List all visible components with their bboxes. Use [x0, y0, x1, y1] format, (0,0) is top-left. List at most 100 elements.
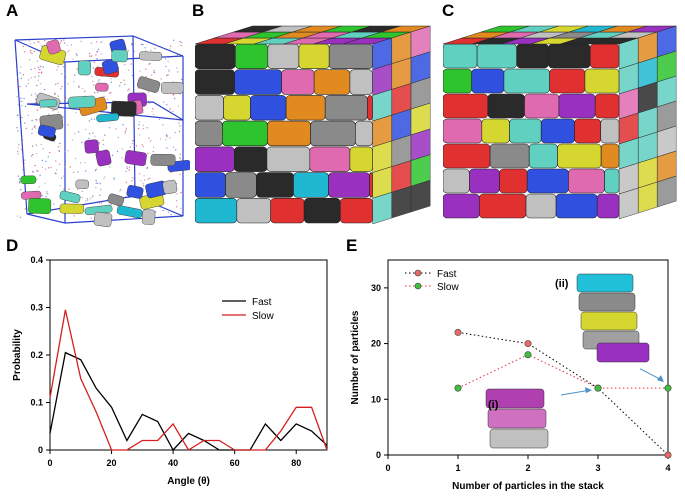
particle-block [528, 143, 558, 169]
solvent-dot [57, 82, 59, 85]
solvent-dot [88, 133, 91, 135]
particle-block [59, 190, 81, 204]
solvent-dot [153, 146, 155, 148]
solvent-dot [146, 127, 148, 129]
solvent-dot [59, 184, 61, 187]
stack-render-ii [576, 273, 640, 350]
solvent-dot [30, 68, 32, 71]
particle-block [524, 93, 560, 119]
solvent-dot [31, 119, 33, 122]
solvent-dot [148, 102, 151, 105]
particle-block [489, 143, 530, 169]
solvent-dot [16, 127, 18, 129]
stack-render-ii-bottom [596, 342, 650, 363]
solvent-dot [144, 47, 146, 49]
solvent-dot [82, 88, 84, 90]
series-line-fast [49, 351, 328, 452]
solvent-dot [34, 67, 36, 70]
particle-block [96, 112, 120, 123]
particle-block [293, 172, 329, 198]
particle-block [349, 146, 373, 172]
particle-block [526, 168, 569, 194]
solvent-dot [34, 125, 36, 127]
solvent-dot [20, 188, 22, 191]
solvent-dot [93, 91, 96, 94]
legend-swatch-marker-fast [414, 269, 422, 277]
solvent-dot [58, 163, 61, 165]
solvent-dot [88, 52, 91, 55]
chart-e-x-tick-label: 3 [595, 463, 600, 473]
solvent-dot [38, 186, 40, 188]
solvent-dot [39, 68, 41, 71]
particle-block [107, 193, 125, 207]
panel-letter-d: D [6, 236, 19, 255]
solvent-dot [165, 65, 167, 68]
solvent-dot [90, 118, 93, 120]
chart-d-x-tick-label: 0 [47, 458, 52, 468]
solvent-dot [27, 82, 29, 85]
solvent-dot [41, 166, 44, 168]
chart-e-x-tick-label: 0 [385, 463, 390, 473]
solvent-dot [125, 170, 127, 173]
particle-block [310, 120, 356, 147]
data-point-slow [594, 384, 602, 392]
solvent-dot [138, 173, 141, 175]
particle-block [75, 179, 89, 189]
solvent-dot [60, 40, 62, 42]
chart-d-legend: Fast Slow [222, 297, 274, 322]
solvent-dot [131, 44, 133, 46]
particle-block [195, 172, 226, 198]
particle-block [195, 120, 223, 147]
solvent-dot [159, 138, 162, 140]
particle-block [604, 168, 620, 194]
solvent-dot [95, 182, 97, 184]
particle-block [101, 58, 119, 75]
solvent-dot [17, 153, 19, 155]
solvent-dot [75, 112, 77, 114]
solvent-dot [30, 77, 32, 79]
solvent-dot [152, 151, 154, 153]
particle-block [584, 68, 620, 94]
solvent-dot [62, 116, 64, 118]
particle-block [558, 93, 596, 119]
solvent-dot [20, 148, 23, 151]
solvent-dot [99, 194, 101, 196]
solvent-dot [89, 55, 91, 57]
solvent-dot [142, 146, 145, 148]
solvent-dot [42, 66, 44, 68]
solvent-dot [95, 179, 97, 182]
solvent-dot [124, 130, 127, 133]
stacked-particle [596, 342, 650, 363]
solvent-dot [17, 147, 19, 149]
solvent-dot [173, 39, 175, 41]
chart-e-axes: 0 1 2 3 4 0 10 20 30 Number of particles in the s… [350, 259, 671, 492]
solvent-dot [142, 43, 144, 46]
solvent-dot [172, 110, 174, 113]
legend-label-fast: Fast [437, 269, 457, 280]
stacked-particle [578, 292, 636, 312]
solvent-dot [47, 167, 50, 169]
solvent-dot [130, 63, 132, 65]
particle-block [525, 193, 557, 219]
solvent-dot [119, 190, 121, 192]
solvent-dot [57, 146, 60, 148]
solvent-dot [34, 101, 37, 104]
solvent-dot [25, 85, 28, 87]
chart-d-axes: 0 20 40 60 80 0 0.1 0.2 0.3 0.4 Angle (θ) Probabili… [12, 255, 328, 487]
particle-block [557, 143, 602, 169]
particle-block [600, 118, 620, 144]
solvent-dot [94, 135, 96, 138]
solvent-dot [67, 150, 69, 152]
solvent-dot [100, 53, 102, 55]
solvent-dot [20, 77, 23, 79]
solvent-dot [91, 55, 93, 57]
solvent-dot [108, 127, 111, 129]
solvent-dot [92, 195, 94, 197]
solvent-dot [88, 137, 90, 140]
particle-block [222, 120, 268, 147]
solvent-dot [42, 148, 44, 150]
solvent-dot [76, 68, 78, 70]
solvent-dot [110, 81, 113, 83]
solvent-dot [19, 182, 21, 184]
solvent-dot [69, 166, 71, 168]
